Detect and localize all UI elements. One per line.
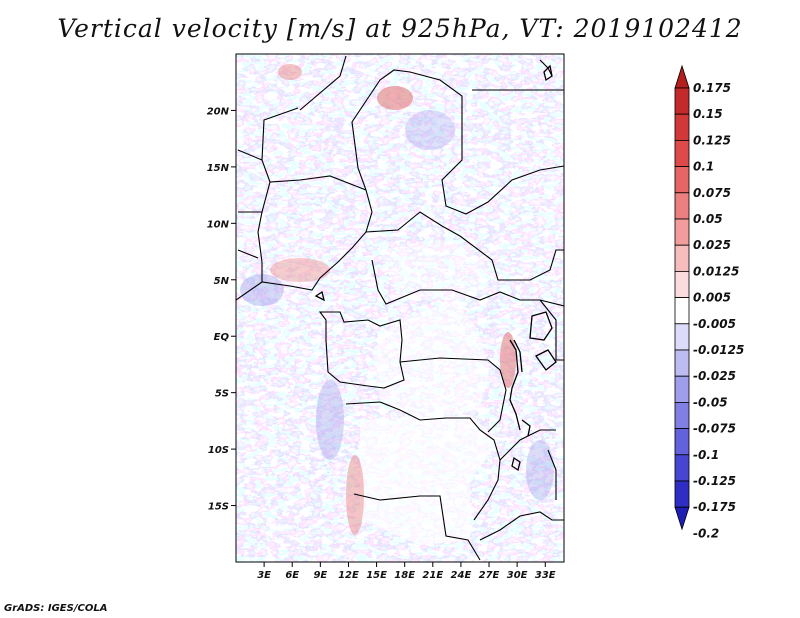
colorbar-label: 0.15 (693, 107, 723, 121)
colorbar-label: 0.125 (693, 133, 731, 147)
y-tick-label: 5S (215, 389, 229, 400)
x-tick-label: 30E (507, 570, 528, 581)
x-axis: 3E 6E 9E 12E 15E 18E 21E 24E 27E 30E 33E (257, 562, 556, 581)
colorbar-label: -0.2 (693, 526, 719, 540)
x-tick-label: 18E (394, 570, 415, 581)
x-tick-label: 3E (257, 570, 271, 581)
colorbar-swatch (674, 139, 690, 167)
colorbar-swatch (674, 113, 690, 141)
footer-credit: GrADS: IGES/COLA (4, 603, 108, 614)
colorbar: 0.175 0.15 0.125 0.1 0.075 0.05 0.025 0.0125 0.0… (674, 64, 744, 540)
colorbar-label: 0.005 (693, 291, 731, 305)
colorbar-label: 0.1 (693, 160, 714, 174)
x-tick-label: 9E (313, 570, 327, 581)
colorbar-swatch (674, 297, 690, 325)
colorbar-swatch (674, 454, 690, 482)
colorbar-swatch (674, 375, 690, 403)
colorbar-swatch (674, 244, 690, 272)
x-tick-label: 33E (535, 570, 556, 581)
colorbar-swatch (674, 401, 690, 429)
colorbar-label: -0.0125 (693, 343, 744, 357)
colorbar-swatch (674, 218, 690, 246)
colorbar-label: -0.125 (693, 474, 736, 488)
colorbar-label: 0.025 (693, 238, 731, 252)
colorbar-swatch (674, 270, 690, 298)
y-tick-label: 10N (207, 219, 230, 230)
colorbar-swatch (674, 349, 690, 377)
colorbar-label: -0.175 (693, 500, 736, 514)
colorbar-label: -0.05 (693, 395, 728, 409)
y-tick-label: 10S (208, 445, 229, 456)
colorbar-label: -0.075 (693, 422, 736, 436)
chart-title: Vertical velocity [m/s] at 925hPa, VT: 2… (57, 14, 743, 43)
map-area (235, 53, 565, 563)
colorbar-top-arrow (674, 64, 690, 89)
x-tick-label: 15E (366, 570, 387, 581)
colorbar-swatch (674, 192, 690, 220)
x-tick-label: 6E (285, 570, 299, 581)
colorbar-label: 0.05 (693, 212, 723, 226)
colorbar-swatch (674, 87, 690, 115)
colorbar-swatch (674, 428, 690, 456)
colorbar-label: -0.025 (693, 369, 736, 383)
map-frame (235, 53, 565, 563)
country-borders (236, 55, 564, 561)
colorbar-label: 0.075 (693, 186, 731, 200)
colorbar-label: 0.0125 (693, 264, 739, 278)
y-tick-label: 15N (207, 163, 230, 174)
x-tick-label: 12E (338, 570, 359, 581)
y-axis: 20N 15N 10N 5N EQ 5S 10S 15S (207, 106, 236, 513)
y-tick-label: 5N (214, 276, 230, 287)
colorbar-label: 0.175 (693, 81, 731, 95)
colorbar-swatch (674, 166, 690, 194)
y-tick-label: 15S (208, 502, 229, 513)
x-tick-label: 27E (479, 570, 500, 581)
colorbar-bottom-arrow (674, 506, 690, 531)
colorbar-swatch (674, 480, 690, 508)
y-tick-label: EQ (214, 332, 230, 343)
lakes-and-coasts (314, 64, 557, 472)
y-tick-label: 20N (207, 106, 230, 117)
x-tick-label: 24E (451, 570, 472, 581)
x-tick-label: 21E (422, 570, 443, 581)
strong-anomaly-spots (240, 64, 554, 535)
colorbar-label: -0.005 (693, 317, 736, 331)
colorbar-label: -0.1 (693, 448, 719, 462)
colorbar-swatch (674, 323, 690, 351)
